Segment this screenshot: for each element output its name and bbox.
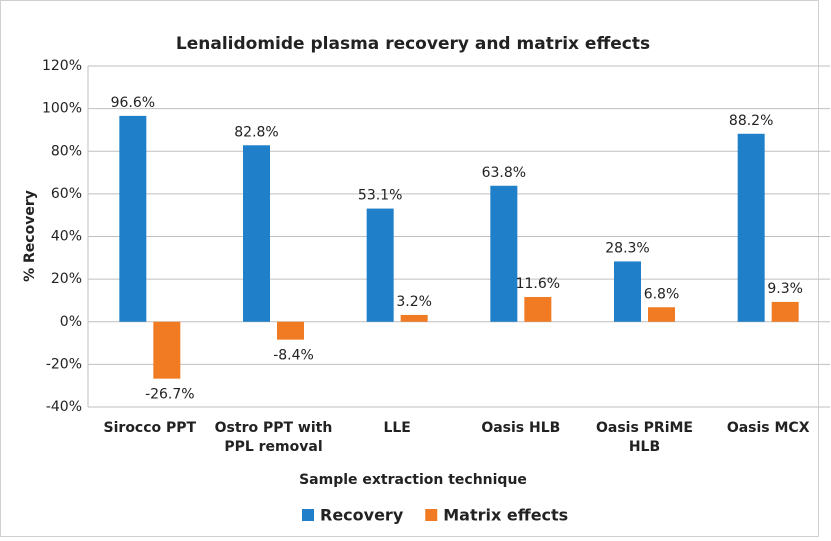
value-label: 3.2% xyxy=(396,294,432,310)
bar xyxy=(277,321,304,340)
x-axis-title: Sample extraction technique xyxy=(299,472,527,488)
x-tick-label: Sirocco PPT xyxy=(103,420,197,436)
value-label: -26.7% xyxy=(145,387,195,403)
x-tick-label-box: Oasis PRiME HLB xyxy=(595,420,693,455)
bar xyxy=(153,321,181,379)
bar xyxy=(400,314,428,322)
bar xyxy=(737,133,765,322)
value-label: 53.1% xyxy=(358,188,402,204)
y-tick-label: 120% xyxy=(42,58,82,74)
legend-swatch xyxy=(302,509,314,521)
value-label: 82.8% xyxy=(234,124,278,140)
legend-label: Matrix effects xyxy=(443,506,568,525)
y-tick-label: -40% xyxy=(46,399,82,415)
bar xyxy=(243,145,270,322)
value-label: 96.6% xyxy=(111,95,155,111)
x-tick-label-box: LLE xyxy=(383,420,411,436)
x-tick-label-box: Ostro PPT with PPL removal xyxy=(214,420,333,455)
bar xyxy=(524,297,552,322)
x-tick-label-box: Oasis MCX xyxy=(726,420,810,436)
x-tick-label: Ostro PPT with PPL removal xyxy=(214,420,333,455)
x-tick-label: LLE xyxy=(383,420,411,436)
y-tick-label: 60% xyxy=(51,186,82,202)
bar xyxy=(771,301,799,322)
chart-title: Lenalidomide plasma recovery and matrix … xyxy=(176,34,650,54)
y-tick-label: -20% xyxy=(46,356,82,372)
x-tick-label: Oasis PRiME HLB xyxy=(595,420,693,455)
value-label: 28.3% xyxy=(605,240,649,256)
value-label: 11.6% xyxy=(516,276,560,292)
value-label: -8.4% xyxy=(273,348,314,364)
y-tick-label: 100% xyxy=(42,101,82,117)
y-tick-label: 20% xyxy=(51,271,82,287)
y-tick-label: 40% xyxy=(51,229,82,245)
x-tick-label-box: Oasis HLB xyxy=(481,420,561,436)
value-label: 88.2% xyxy=(729,113,773,129)
y-tick-label: 80% xyxy=(51,143,82,159)
bar xyxy=(648,307,675,322)
value-label: 9.3% xyxy=(767,281,803,297)
bar xyxy=(366,208,394,322)
bar xyxy=(614,261,641,322)
y-axis-title: % Recovery xyxy=(22,190,38,282)
x-tick-label-box: Sirocco PPT xyxy=(103,420,197,436)
y-tick-label: 0% xyxy=(60,314,82,330)
value-label: 6.8% xyxy=(644,286,680,302)
value-label: 63.8% xyxy=(482,165,526,181)
bar xyxy=(490,185,518,322)
x-tick-label: Oasis HLB xyxy=(481,420,561,436)
legend-swatch xyxy=(425,509,438,521)
x-tick-label: Oasis MCX xyxy=(726,420,810,436)
legend-label: Recovery xyxy=(320,506,404,525)
bar xyxy=(119,115,147,322)
